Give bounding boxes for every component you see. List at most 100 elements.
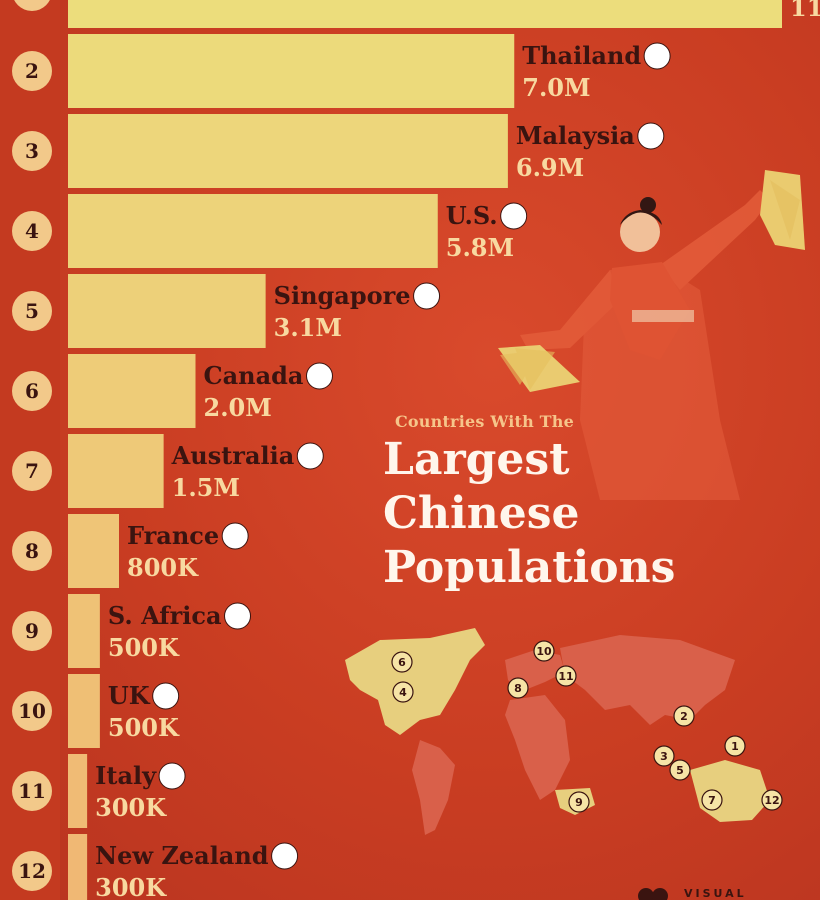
bar-8 [68,514,119,588]
rank-circle-11 [12,771,52,811]
rank-label-5: 5 [25,299,39,323]
rank-label-6: 6 [25,379,39,403]
flag-icon-6 [305,362,333,390]
bar-12 [68,834,88,900]
country-label-5: Singapore [274,281,411,310]
rank-circle-1 [14,0,50,11]
brand-mark-icon [638,888,668,900]
rank-circle-5 [12,291,52,331]
title-line-2: Chinese [383,488,580,539]
map-marker-7 [701,789,723,811]
flag-icon-3 [637,122,665,150]
flag-icon-9 [224,602,252,630]
map-marker-label-2: 2 [680,710,688,723]
bar-2 [68,34,515,108]
bar-6 [68,354,196,428]
rank-circle-9 [12,611,52,651]
country-label-12: New Zealand [95,841,269,870]
map-marker-label-7: 7 [708,794,716,807]
value-label-5: 3.1M [274,313,342,342]
flag-icon-10 [152,682,180,710]
country-label-3: Malaysia [516,121,635,150]
map-marker-label-1: 1 [731,740,739,753]
bar-11 [68,754,88,828]
map-marker-label-3: 3 [660,750,668,763]
flag-icon-8 [221,522,249,550]
rank-label-8: 8 [25,539,39,563]
flag-icon-7 [296,442,324,470]
flag-icon-12 [271,842,299,870]
map-marker-2 [673,705,695,727]
rank-label-3: 3 [25,139,39,163]
chart-title: Largest Chinese Populations [383,433,803,595]
map-marker-1 [724,735,746,757]
country-label-10: UK [108,681,151,710]
value-label-3: 6.9M [516,153,584,182]
value-label-9: 500K [108,633,180,662]
map-marker-label-6: 6 [398,656,406,669]
country-label-9: S. Africa [108,601,222,630]
rank-circle-12 [12,851,52,891]
brand-logo: VISUAL [630,884,760,900]
value-label-2: 7.0M [522,73,590,102]
map-marker-5 [669,759,691,781]
rank-label-2: 2 [25,59,39,83]
country-label-7: Australia [171,441,295,470]
rank-circle-3 [12,131,52,171]
brand-name: VISUAL [684,887,747,900]
flag-icon-11 [158,762,186,790]
map-markers: 6 4 10 11 8 2 35 1 9 7 12 [391,640,783,813]
country-label-2: Thailand [522,41,641,70]
bar-9 [68,594,100,668]
map-marker-3 [653,745,675,767]
title-line-3: Populations [383,542,676,593]
map-marker-label-11: 11 [558,670,573,683]
bar-5 [68,274,266,348]
map-marker-8 [507,677,529,699]
bar-3 [68,114,508,188]
rank-label-7: 7 [25,459,39,483]
map-marker-6 [391,651,413,673]
map-marker-label-10: 10 [536,645,552,658]
flag-icon-4 [500,202,528,230]
value-label-1: 11.2M [790,0,820,22]
map-marker-label-5: 5 [676,764,684,777]
rank-circle-7 [12,451,52,491]
bar-4 [68,194,438,268]
country-label-11: Italy [95,761,157,790]
map-marker-label-4: 4 [399,686,407,699]
country-label-4: U.S. [446,201,498,230]
rank-label-11: 11 [18,779,46,803]
bar-10 [68,674,100,748]
value-label-4: 5.8M [446,233,514,262]
rank-label-10: 10 [18,699,46,723]
country-label-6: Canada [204,361,304,390]
rank-circle-4 [12,211,52,251]
chart-subtitle: Countries With The [395,412,575,431]
map-marker-9 [568,791,590,813]
map-marker-12 [761,789,783,811]
map-marker-label-8: 8 [514,682,522,695]
map-marker-label-9: 9 [575,796,583,809]
value-label-11: 300K [95,793,167,822]
bar-1 [68,0,782,28]
dancer-illustration [498,170,805,500]
rank-circle-8 [12,531,52,571]
map-marker-4 [392,681,414,703]
rank-circle-2 [12,51,52,91]
country-label-8: France [127,521,219,550]
value-label-12: 300K [95,873,167,900]
map-marker-10 [533,640,555,662]
value-label-6: 2.0M [204,393,272,422]
flag-icon-5 [413,282,441,310]
value-label-10: 500K [108,713,180,742]
flag-icon-2 [643,42,671,70]
value-label-8: 800K [127,553,199,582]
value-label-7: 1.5M [172,473,240,502]
bar-7 [68,434,164,508]
map-marker-11 [555,665,577,687]
rank-label-9: 9 [25,619,39,643]
rank-circle-6 [12,371,52,411]
map-marker-label-12: 12 [764,794,779,807]
